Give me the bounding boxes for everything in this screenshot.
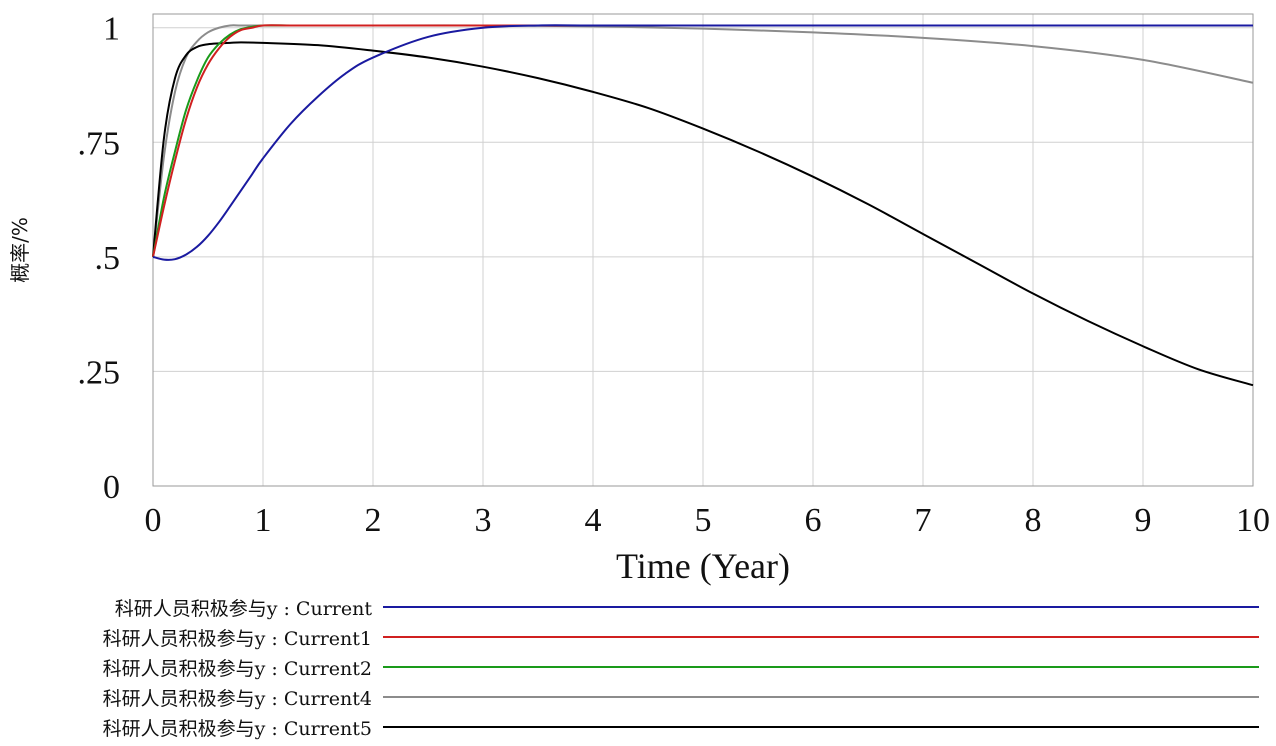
y-tick-label: 0 <box>103 469 120 506</box>
y-tick-label: .75 <box>78 125 121 162</box>
legend-label: 科研人员积极参与y : Current5 <box>102 718 372 740</box>
legend-swatch <box>383 696 1259 698</box>
legend-item: 科研人员积极参与y : Current1 <box>0 622 1276 652</box>
legend-swatch <box>383 636 1259 638</box>
legend-label: 科研人员积极参与y : Current4 <box>102 688 372 710</box>
x-tick-label: 8 <box>1025 502 1042 539</box>
x-tick-label: 5 <box>695 502 712 539</box>
legend-label: 科研人员积极参与y : Current2 <box>102 658 372 680</box>
legend: 科研人员积极参与y : Current 科研人员积极参与y : Current1 科… <box>0 592 1276 746</box>
x-tick-label: 2 <box>365 502 382 539</box>
x-tick-labels: 0 1 2 3 4 5 6 7 8 9 10 <box>145 502 1271 539</box>
x-tick-label: 9 <box>1135 502 1152 539</box>
y-tick-label: .25 <box>78 354 121 391</box>
legend-item: 科研人员积极参与y : Current <box>0 592 1276 622</box>
line-chart: 0 1 2 3 4 5 6 7 8 9 10 0 .25 .5 .75 1 Time (Year) 概率/% <box>8 11 1271 586</box>
y-tick-label: 1 <box>103 11 120 48</box>
legend-item: 科研人员积极参与y : Current4 <box>0 682 1276 712</box>
legend-label: 科研人员积极参与y : Current1 <box>102 628 372 650</box>
x-tick-label: 4 <box>585 502 602 539</box>
x-tick-label: 1 <box>255 502 272 539</box>
legend-swatch <box>383 666 1259 668</box>
x-tick-label: 10 <box>1236 502 1270 539</box>
x-tick-label: 6 <box>805 502 822 539</box>
legend-swatch <box>383 726 1259 728</box>
legend-item: 科研人员积极参与y : Current2 <box>0 652 1276 682</box>
y-tick-labels: 0 .25 .5 .75 1 <box>78 11 121 506</box>
legend-swatch <box>383 606 1259 608</box>
legend-item: 科研人员积极参与y : Current5 <box>0 712 1276 742</box>
legend-label: 科研人员积极参与y : Current <box>114 598 372 620</box>
y-axis-label: 概率/% <box>8 217 32 283</box>
series-line-4 <box>152 41 1254 387</box>
series-group <box>152 24 1254 387</box>
y-tick-label: .5 <box>95 240 121 277</box>
x-tick-label: 0 <box>145 502 162 539</box>
x-axis-label: Time (Year) <box>616 546 790 586</box>
x-tick-label: 3 <box>475 502 492 539</box>
grid <box>152 14 1254 487</box>
series-line-0 <box>152 24 1253 261</box>
x-tick-label: 7 <box>915 502 932 539</box>
